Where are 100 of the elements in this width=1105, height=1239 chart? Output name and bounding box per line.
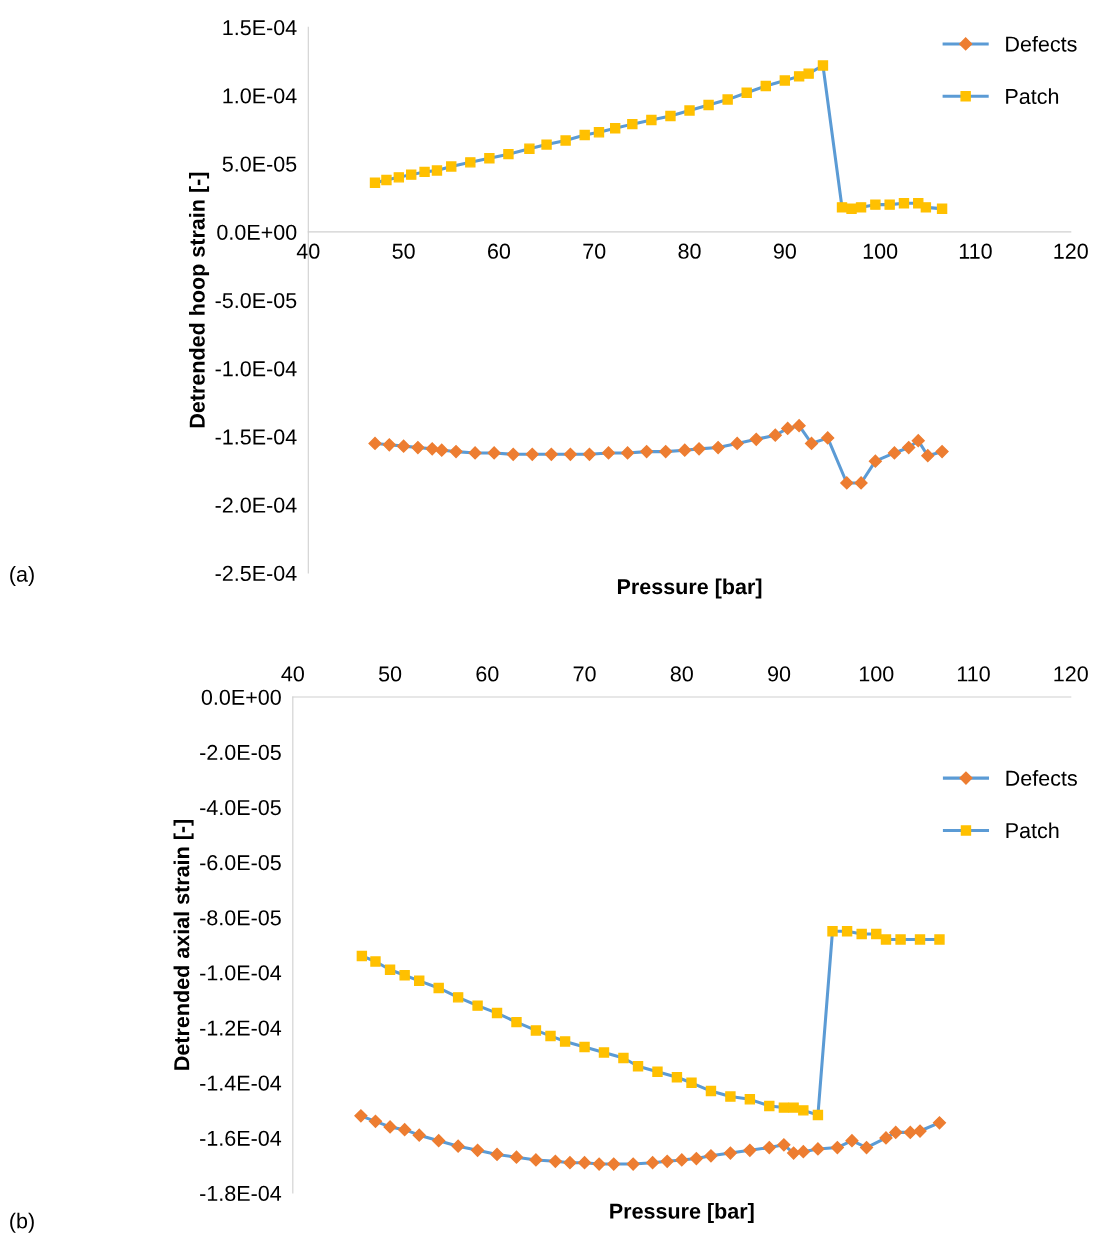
point <box>620 446 635 460</box>
point <box>563 447 577 461</box>
point <box>541 139 552 150</box>
point <box>686 1077 697 1088</box>
point <box>465 157 476 168</box>
point <box>593 127 605 138</box>
point <box>446 161 457 172</box>
y-tick-label: -6.0E-05 <box>200 855 281 871</box>
point <box>798 1105 809 1116</box>
y-tick-label: 0.0E+00 <box>217 224 297 240</box>
point <box>796 1145 810 1159</box>
point <box>692 442 706 456</box>
x-tick-label: 50 <box>392 243 415 259</box>
point <box>560 135 571 146</box>
point <box>530 1025 542 1036</box>
point <box>812 1109 824 1121</box>
point <box>406 169 417 180</box>
y-axis-title: Detrended hoop strain [-] <box>189 172 210 428</box>
point <box>431 165 443 176</box>
point <box>859 1140 874 1155</box>
point <box>841 925 853 937</box>
x-tick-label: 60 <box>476 666 499 682</box>
point <box>449 445 463 459</box>
point <box>868 454 882 468</box>
point <box>525 447 539 461</box>
point <box>840 476 854 490</box>
point <box>856 928 867 940</box>
point <box>472 1000 483 1011</box>
point <box>582 447 597 461</box>
y-tick-label: 0.0E+00 <box>201 689 281 705</box>
point <box>870 199 881 210</box>
x-tick-label: 90 <box>768 666 791 682</box>
point <box>660 1154 674 1168</box>
point <box>744 1094 756 1105</box>
point <box>846 203 857 214</box>
point <box>356 950 368 962</box>
point <box>792 419 806 433</box>
y-tick-label: -8.0E-05 <box>200 910 281 926</box>
point <box>393 172 405 183</box>
y-tick-label: 1.5E-04 <box>223 20 297 36</box>
x-tick-label: 70 <box>573 666 596 682</box>
y-tick-label: -1.5E-04 <box>215 429 297 445</box>
point <box>433 982 444 994</box>
point <box>887 446 902 460</box>
point <box>884 199 895 210</box>
point <box>895 934 906 945</box>
point <box>598 1047 610 1058</box>
point <box>898 198 910 209</box>
point <box>711 440 725 455</box>
point <box>879 1131 893 1145</box>
y-axis-title: Detrended axial strain [-] <box>173 819 194 1070</box>
point <box>793 71 805 82</box>
point <box>827 925 838 937</box>
legend-label: Patch <box>1006 88 1059 105</box>
point <box>855 202 867 213</box>
point <box>381 174 392 186</box>
point <box>762 1140 776 1155</box>
point <box>934 934 945 945</box>
point <box>760 80 771 92</box>
legend-label: Patch <box>1006 822 1059 839</box>
y-tick-label: 1.0E-04 <box>223 88 297 104</box>
x-tick-label: 90 <box>773 243 796 259</box>
point <box>779 75 791 86</box>
point <box>419 166 430 178</box>
point <box>665 110 676 122</box>
point <box>559 1036 571 1047</box>
point <box>646 1156 660 1170</box>
point <box>563 1156 577 1170</box>
point <box>398 1123 412 1137</box>
x-tick-label: 70 <box>583 243 606 259</box>
x-tick-label: 110 <box>959 243 992 259</box>
point <box>384 964 396 975</box>
point <box>811 1142 825 1156</box>
x-tick-label: 50 <box>378 666 402 682</box>
x-axis-title: Pressure [bar] <box>610 1202 754 1224</box>
point <box>369 177 381 189</box>
point <box>548 1154 562 1168</box>
point <box>397 439 411 453</box>
point <box>936 203 948 214</box>
point <box>383 1120 397 1134</box>
point <box>704 1149 718 1163</box>
point <box>768 428 782 442</box>
point <box>902 440 916 455</box>
x-tick-label: 40 <box>296 243 320 259</box>
point <box>675 1153 689 1167</box>
point <box>821 431 835 445</box>
y-tick-label: -2.0E-05 <box>200 744 281 761</box>
point <box>743 1143 757 1157</box>
point <box>579 129 590 141</box>
x-tick-label: 100 <box>859 666 894 682</box>
point <box>577 1156 592 1170</box>
y-tick-label: -1.8E-04 <box>200 1185 282 1202</box>
point <box>689 1151 703 1166</box>
point <box>435 443 449 457</box>
point <box>749 432 763 446</box>
point <box>723 1146 737 1160</box>
y-tick-label: -2.0E-04 <box>215 497 297 513</box>
y-tick-label: -4.0E-05 <box>200 799 281 816</box>
point <box>836 202 848 213</box>
x-tick-label: 120 <box>1054 243 1088 259</box>
